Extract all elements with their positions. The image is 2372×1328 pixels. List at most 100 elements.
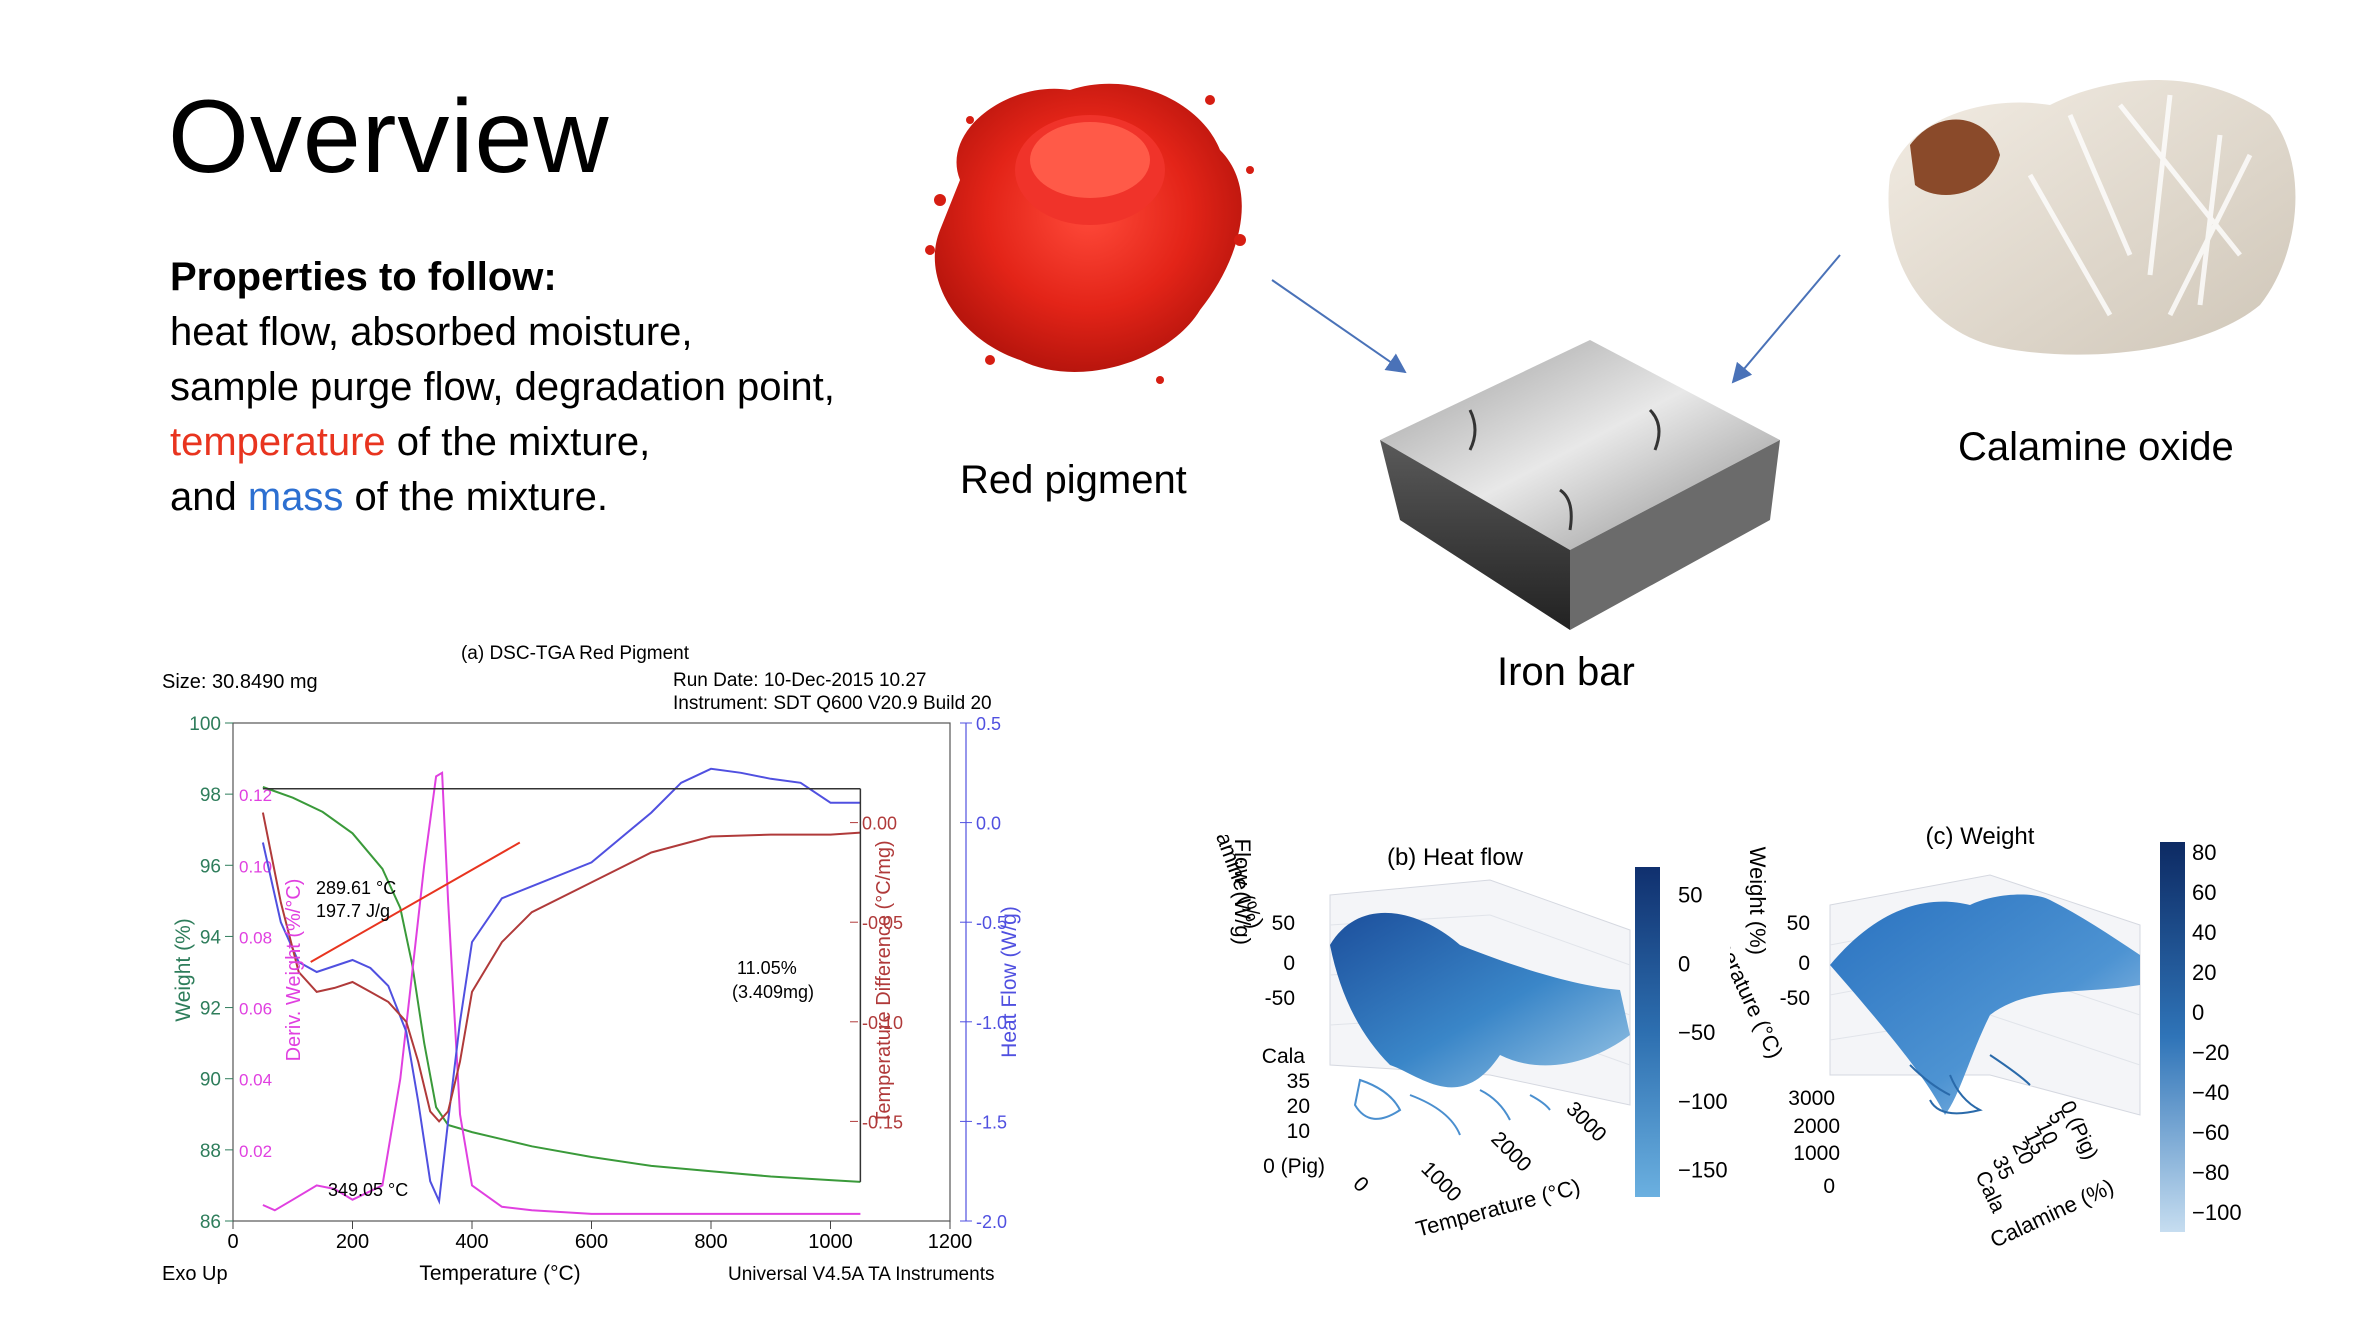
dsc-tempdiff-tick-label: -0.05 [862,913,903,933]
properties-line-4: and mass of the mixture. [170,470,835,525]
heat-flow-surface [1330,912,1630,1088]
dsc-heatflow-tick-label: 0.5 [976,714,1001,734]
slide-title: Overview [168,79,610,195]
calamine-oxide-image [1888,80,2296,355]
dsc-exo-up: Exo Up [162,1263,228,1285]
weight-colorbar-tick: 60 [2192,880,2216,905]
red-pigment-caption: Red pigment [960,458,1187,502]
dsc-run-date: Run Date: 10-Dec-2015 10.27 [673,670,927,691]
dsc-deriv-tick-label: 0.08 [239,928,272,947]
dsc-tempdiff-tick-label: 0.00 [862,814,897,834]
heat-flow-colorbar-tick: 0 [1678,951,1690,976]
heat-flow-colorbar-ticks: 50 0 −50 −100 −150 [1678,883,1728,1183]
dsc-heatflow-tick-label: -2.0 [976,1212,1007,1232]
dsc-deriv-tick-label: 0.04 [239,1071,272,1090]
heat-flow-z-label: Heat Flow (W/g) [1230,835,1255,945]
dsc-series-tempdiff [261,812,861,1123]
heat-flow-z-tick: 50 [1272,912,1295,935]
dsc-heatflow-tick-label: -1.5 [976,1112,1007,1132]
weight-y-tick: 3000 [1788,1087,1835,1110]
weight-colorbar-tick: −80 [2192,1160,2229,1185]
properties-line-4-prefix: and [170,475,248,519]
dsc-peak1-temp: 289.61 °C [316,878,396,898]
properties-line-4-rest: of the mixture. [343,475,608,519]
weight-colorbar-tick: −60 [2192,1120,2229,1145]
mass-highlight: mass [247,475,344,519]
heat-flow-y-tick: 0 (Pig) [1263,1155,1325,1178]
dsc-weight-tick-label: 86 [200,1212,221,1233]
calamine-oxide-caption: Calamine oxide [1958,425,2234,469]
dsc-weight-tick-label: 90 [200,1070,221,1091]
dsc-plot-frame [232,722,951,1222]
heat-flow-contours [1353,1078,1551,1136]
dsc-peak-baseline [310,841,521,963]
temperature-highlight: temperature [170,420,386,464]
heat-flow-y-tick: 10 [1287,1120,1310,1143]
weight-contours [1909,1054,2031,1115]
dsc-footer-right: Universal V4.5A TA Instruments [728,1264,994,1285]
heat-flow-colorbar-tick: −100 [1678,1089,1728,1114]
dsc-series-weight [262,786,861,1183]
heat-flow-y-tick: 35 [1287,1070,1310,1093]
dsc-x-tick-label: 600 [575,1231,608,1253]
heat-flow-colorbar-tick: −150 [1678,1158,1728,1183]
dsc-peak2-temp: 349.05 °C [328,1180,408,1200]
dsc-weight-tick-label: 94 [200,927,222,948]
heat-flow-title: (b) Heat flow [1387,844,1524,871]
dsc-peak1-energy: 197.7 J/g [316,901,390,921]
weight-title: (c) Weight [1926,823,2035,850]
arrow-pigment-to-bar [1271,279,1407,374]
weight-colorbar-tick: 0 [2192,1000,2204,1025]
dsc-deriv-tick-label: 0.02 [239,1142,272,1161]
dsc-weight-label: Weight (%) [172,918,195,1021]
dsc-deriv-tick-label: 0.10 [239,857,272,876]
heat-flow-y-tick: 20 [1287,1095,1310,1118]
weight-y-tick: 1000 [1793,1142,1840,1165]
heat-flow-colorbar-tick: 50 [1678,883,1702,908]
properties-line-3: temperature of the mixture, [170,415,835,470]
dsc-series-deriv [262,771,861,1215]
heat-flow-x-tick: 3000 [1561,1097,1610,1146]
heat-flow-x-tick: 1000 [1416,1157,1465,1206]
heat-flow-z-tick: -50 [1265,987,1295,1010]
dsc-deriv-tick-label: 0.06 [239,1000,272,1019]
dsc-heatflow-tick-label: -1.0 [976,1013,1007,1033]
dsc-loss-mg: (3.409mg) [732,982,814,1002]
heat-flow-colorbar-tick: −50 [1678,1020,1715,1045]
weight-surface-chart: (c) Weight Weight (%) Temperature (°C) C… [1730,823,2141,1253]
heat-flow-x-tick: 2000 [1486,1127,1535,1176]
weight-colorbar-tick: 80 [2192,840,2216,865]
dsc-deriv-label: Deriv. Weight (%/°C) [283,879,305,1062]
weight-colorbar: 80 60 40 20 0 −20 −40 −60 −80 −100 [2160,840,2242,1232]
heat-flow-z-tick: 0 [1283,952,1295,975]
weight-colorbar-tick: −20 [2192,1040,2229,1065]
dsc-tempdiff-tick-label: -0.10 [862,1013,903,1033]
properties-heading: Properties to follow: [170,255,557,299]
dsc-weight-tick-label: 98 [200,785,221,806]
dsc-weight-tick-label: 100 [189,714,221,735]
heat-flow-surface-chart: (b) Heat flow Heat Flow (W/g) Calamine (… [1210,835,1660,1242]
heat-flow-colorbar [1635,867,1660,1197]
dsc-series-heatflow [261,767,861,1205]
dsc-heatflow-label: Heat Flow (W/g) [998,906,1021,1058]
weight-z-tick: 0 [1798,952,1810,975]
red-pigment-image [925,83,1254,384]
weight-z-label: Weight (%) [1745,847,1770,955]
iron-bar-image [1380,340,1780,630]
dsc-weight-tick-label: 88 [200,1141,221,1162]
dsc-x-tick-label: 800 [694,1231,727,1253]
dsc-x-label: Temperature (°C) [419,1262,580,1285]
properties-line-3-rest: of the mixture, [385,420,651,464]
dsc-deriv-tick-label: 0.12 [239,786,272,805]
weight-surface [1830,894,2140,1115]
dsc-title: (a) DSC-TGA Red Pigment [461,643,690,664]
dsc-x-tick-label: 200 [336,1231,369,1253]
arrow-calamine-to-bar [1731,254,1841,384]
dsc-x-tick-label: 1200 [928,1231,973,1253]
weight-colorbar-tick: −100 [2192,1200,2242,1225]
properties-line-1: heat flow, absorbed moisture, [170,310,693,354]
weight-colorbar-tick: 40 [2192,920,2216,945]
dsc-tempdiff-label: Temperature Difference (°C/mg) [873,840,895,1123]
